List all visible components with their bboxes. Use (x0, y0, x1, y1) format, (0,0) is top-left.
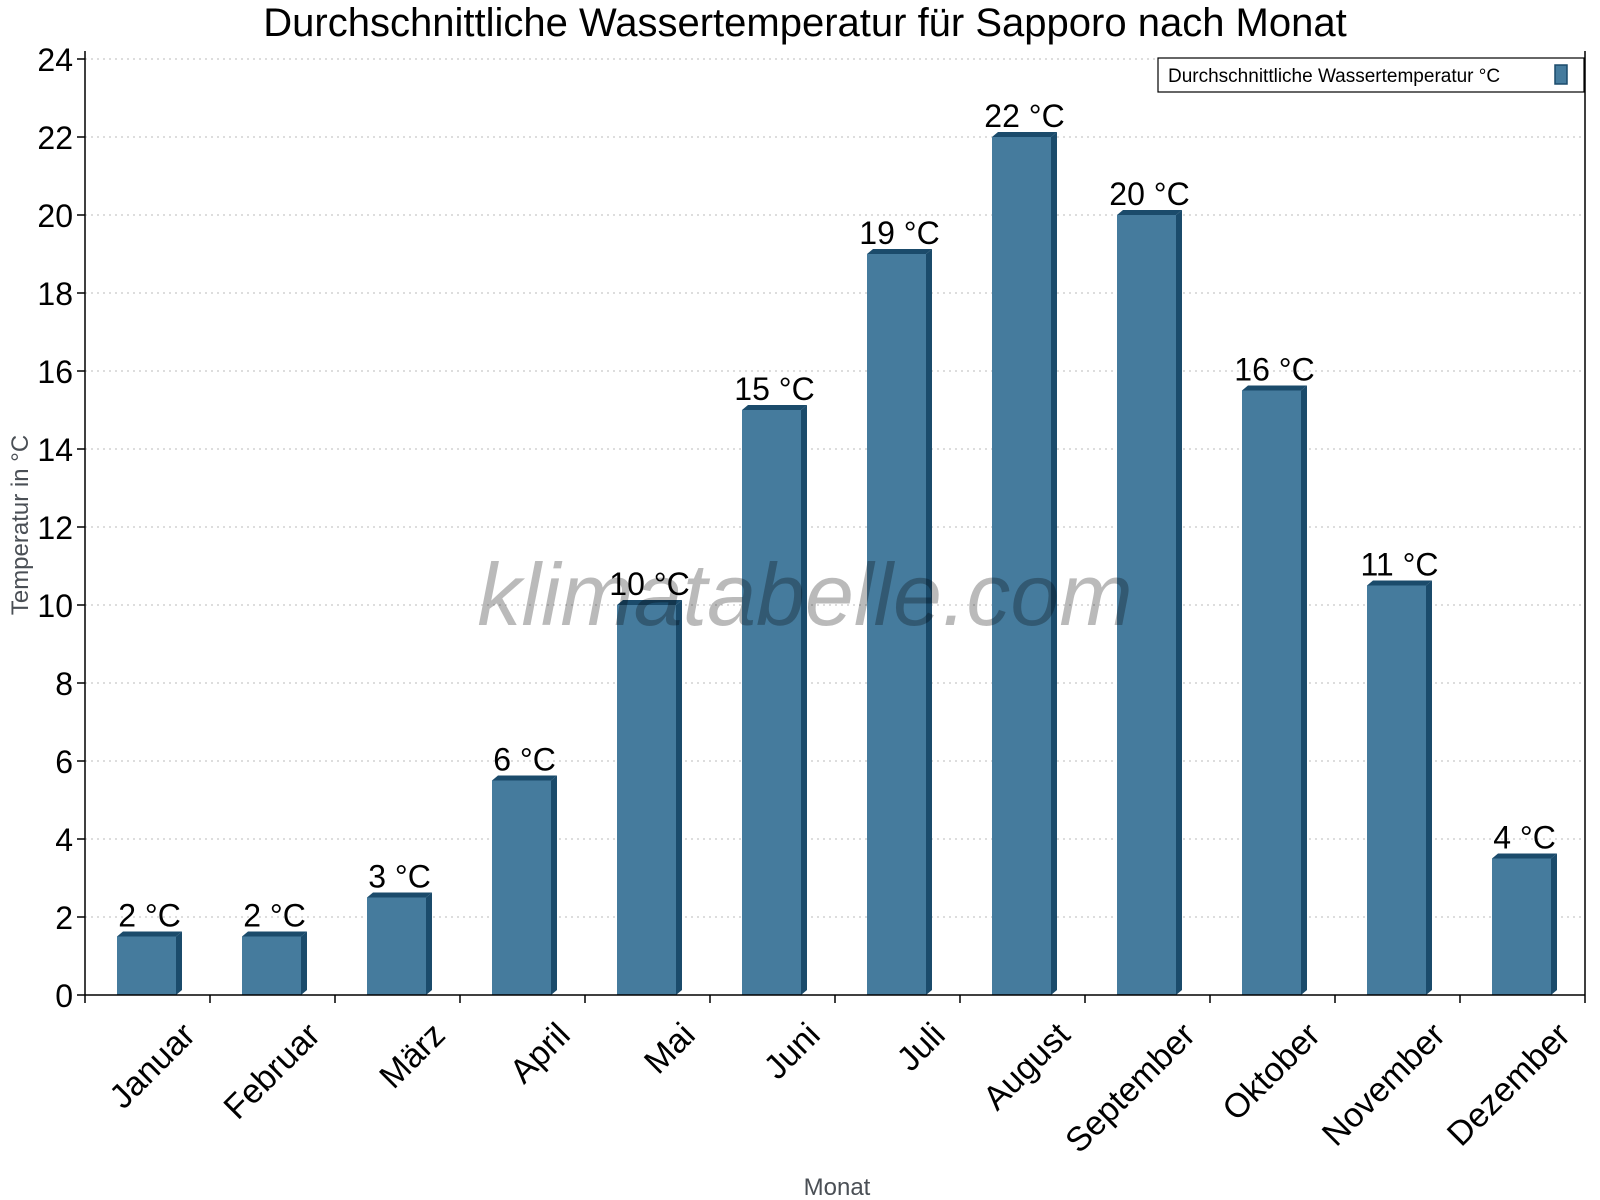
legend-label: Durchschnittliche Wassertemperatur °C (1168, 66, 1500, 87)
watermark: klimatabelle.com (477, 545, 1132, 644)
bar-side (676, 600, 682, 995)
data-label: 2 °C (118, 898, 181, 934)
bar (492, 780, 551, 995)
y-tick-label: 2 (55, 900, 73, 936)
bar (742, 410, 801, 995)
y-tick-label: 6 (55, 744, 73, 780)
y-tick-label: 18 (37, 276, 73, 312)
bar-side (426, 892, 432, 995)
bar (1117, 215, 1176, 995)
y-tick-label: 0 (55, 978, 73, 1014)
chart-title: Durchschnittliche Wassertemperatur für S… (263, 1, 1346, 45)
bar-side (1176, 210, 1182, 995)
y-tick-label: 20 (37, 198, 73, 234)
bar (1367, 585, 1426, 995)
data-label: 19 °C (859, 215, 939, 251)
bar-top (117, 931, 182, 937)
data-label: 10 °C (609, 566, 689, 602)
bar-top (742, 405, 807, 410)
x-tick-label: April (503, 1016, 578, 1091)
gridlines (85, 58, 1585, 918)
data-label: 6 °C (493, 742, 556, 778)
data-labels: 2 °C 2 °C 3 °C 6 °C 10 °C 15 °C 19 °C 22 °C 20 °… (118, 98, 1556, 934)
bar-side (551, 775, 557, 995)
y-tick-label: 24 (37, 42, 73, 78)
legend: Durchschnittliche Wassertemperatur °C (1157, 57, 1585, 93)
bar-top (1242, 385, 1307, 391)
data-label: 16 °C (1234, 352, 1314, 388)
bars (117, 132, 1557, 995)
bar-top (492, 775, 557, 781)
bar-side (1551, 853, 1557, 995)
y-tick-label: 14 (37, 432, 73, 468)
bar (1492, 858, 1551, 995)
y-axis-label: Temperatur in °C (7, 435, 34, 615)
y-tick-label: 10 (37, 588, 73, 624)
bar (367, 897, 426, 995)
bar (242, 936, 301, 995)
y-tick-label: 12 (37, 510, 73, 546)
bar-top (867, 249, 932, 254)
x-tick-label: Januar (102, 1016, 202, 1116)
data-label: 15 °C (734, 371, 814, 407)
bar-side (301, 931, 307, 995)
bar-top (617, 600, 682, 605)
y-tick-label: 8 (55, 666, 73, 702)
bar-top (367, 892, 432, 898)
x-tick-label: September (1058, 1016, 1202, 1160)
bar (867, 254, 926, 995)
bar-top (242, 931, 307, 937)
x-tick-label: November (1315, 1016, 1453, 1154)
bar-top (1367, 580, 1432, 586)
bar-top (1492, 853, 1557, 859)
y-tick-label: 22 (37, 120, 73, 156)
x-tick-label: Juni (757, 1016, 828, 1087)
bar-top (992, 132, 1057, 137)
bar-side (176, 931, 182, 995)
data-label: 22 °C (984, 98, 1064, 134)
x-tick-label: März (372, 1016, 452, 1096)
x-tick-label: Februar (217, 1016, 328, 1127)
bar-side (1051, 132, 1057, 995)
bar-side (926, 249, 932, 995)
bar (617, 605, 676, 995)
bar-side (1301, 385, 1307, 995)
y-tick-label: 16 (37, 354, 73, 390)
bar-top (1117, 210, 1182, 215)
x-tick-label: Oktober (1215, 1016, 1327, 1128)
data-label: 4 °C (1493, 820, 1556, 856)
legend-swatch (1554, 64, 1568, 85)
y-tick-label: 4 (55, 822, 73, 858)
bar (117, 936, 176, 995)
bar (1242, 390, 1301, 995)
bar-side (801, 405, 807, 995)
data-label: 3 °C (368, 859, 431, 895)
data-label: 11 °C (1360, 547, 1438, 583)
x-tick-label: August (976, 1015, 1078, 1117)
x-tick-label: Juli (890, 1016, 953, 1079)
x-tick-label: Dezember (1440, 1016, 1578, 1154)
x-tick-label: Mai (637, 1016, 703, 1082)
x-axis-label: Monat (804, 1174, 871, 1200)
bar-side (1426, 580, 1432, 995)
data-label: 2 °C (243, 898, 306, 934)
bar (992, 137, 1051, 995)
data-label: 20 °C (1109, 176, 1189, 212)
